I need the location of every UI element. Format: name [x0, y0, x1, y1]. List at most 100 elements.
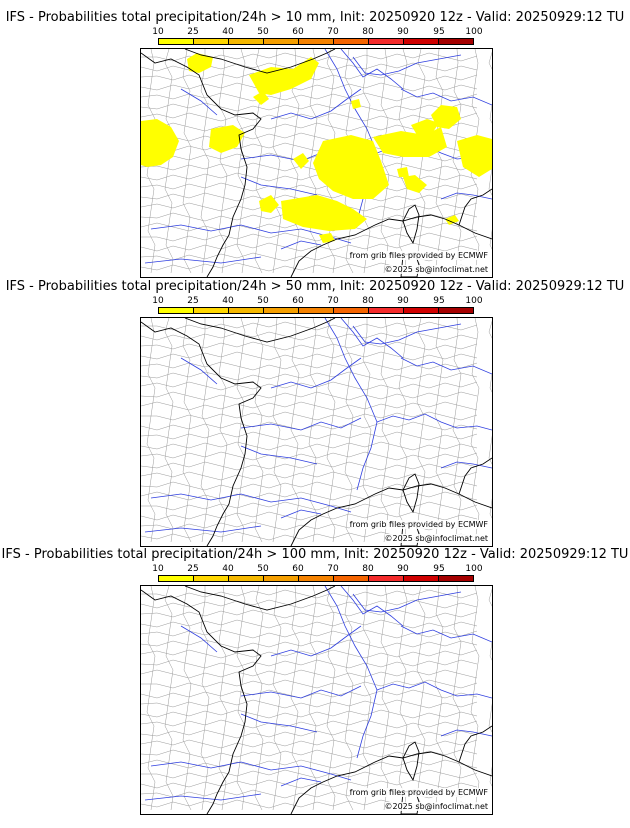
colorbar-segment	[159, 308, 194, 313]
colorbar-tick-label: 100	[465, 296, 483, 306]
precipitation-area	[403, 175, 427, 193]
coastline	[141, 589, 262, 814]
river-line	[280, 240, 322, 250]
admin-border-line	[290, 318, 300, 543]
river-line	[340, 586, 404, 627]
colorbar-segment	[194, 576, 229, 581]
admin-border-line	[470, 586, 480, 811]
colorbar-tick-label: 90	[397, 296, 409, 306]
admin-border-line	[488, 320, 492, 519]
colorbar-tick-label: 25	[187, 564, 199, 574]
admin-border-line	[434, 318, 444, 543]
admin-border-line	[141, 341, 478, 351]
coastline	[184, 318, 336, 343]
colorbar-segment	[439, 308, 473, 313]
colorbar-ticks: 10 25 40 50 60 70 80 90 95 100	[152, 27, 482, 37]
precipitation-area	[187, 53, 213, 73]
admin-border-line	[141, 451, 478, 461]
admin-border-line	[164, 49, 174, 274]
colorbar-segment	[264, 308, 299, 313]
map-area[interactable]: from grib files provided by ECMWF ©2025 …	[140, 48, 493, 278]
panel-title: IFS - Probabilities total precipitation/…	[5, 10, 625, 25]
admin-border-line	[200, 49, 210, 274]
rivers-layer	[144, 586, 492, 801]
river-line	[400, 625, 492, 643]
admin-border-line	[141, 719, 478, 729]
admin-border-line	[254, 586, 264, 811]
river-line	[144, 793, 262, 801]
precipitation-area	[319, 233, 335, 243]
admin-border-line	[344, 586, 354, 811]
colorbar-tick-label: 10	[152, 27, 164, 37]
admin-border-line	[141, 461, 478, 471]
admin-border-line	[141, 629, 478, 639]
colorbar-segment	[404, 576, 439, 581]
credit-source: from grib files provided by ECMWF	[349, 520, 488, 529]
colorbar-segment	[194, 39, 229, 44]
precipitation-area	[281, 195, 367, 231]
admin-border-line	[141, 679, 478, 689]
admin-border-line	[141, 112, 478, 122]
credit-copyright: ©2025 sb@infoclimat.net	[384, 265, 488, 274]
coastline	[184, 586, 336, 611]
admin-border-line	[141, 182, 478, 192]
precipitation-area	[253, 91, 269, 105]
admin-border-line	[141, 589, 478, 599]
admin-border-line	[141, 371, 478, 381]
river-line	[352, 323, 462, 345]
coastline	[458, 457, 492, 495]
admin-border-line	[141, 749, 478, 759]
river-line	[324, 586, 378, 759]
map-area[interactable]: from grib files provided by ECMWF ©2025 …	[140, 317, 493, 547]
corsica-coast	[402, 741, 420, 782]
colorbar-segment	[334, 308, 369, 313]
colorbar-tick-label: 80	[362, 564, 374, 574]
admin-border-line	[141, 431, 478, 441]
precipitation-area	[249, 57, 319, 95]
admin-border-line	[141, 501, 478, 511]
colorbar-tick-label: 90	[397, 564, 409, 574]
admin-border-line	[380, 49, 390, 274]
admin-border-line	[470, 318, 480, 543]
admin-border-line	[141, 609, 478, 619]
rivers-layer	[144, 318, 492, 533]
colorbar-tick-label: 60	[292, 564, 304, 574]
colorbar-segment	[194, 308, 229, 313]
admin-border-line	[182, 586, 192, 811]
precipitation-area	[313, 135, 389, 199]
river-line	[240, 445, 318, 465]
colorbar-segment	[369, 308, 404, 313]
admin-border-line	[380, 586, 390, 811]
admin-border-line	[398, 318, 408, 543]
admin-border-line	[200, 318, 210, 543]
probability-colorbar: 10 25 40 50 60 70 80 90 95 100	[152, 296, 483, 318]
coastline	[290, 751, 492, 814]
admin-border-line	[141, 361, 478, 371]
colorbar-segment	[299, 576, 334, 581]
colorbar-segment	[264, 39, 299, 44]
colorbar-ticks: 10 25 40 50 60 70 80 90 95 100	[152, 296, 482, 306]
river-line	[144, 525, 262, 533]
colorbar-segment	[299, 308, 334, 313]
colorbar-tick-label: 10	[152, 296, 164, 306]
river-line	[280, 777, 322, 787]
admin-border-line	[416, 318, 426, 543]
colorbar-tick-label: 40	[222, 27, 234, 37]
admin-border-line	[236, 586, 246, 811]
colorbar-segment	[439, 576, 473, 581]
colorbar-bar	[158, 307, 474, 314]
colorbar-segment	[369, 39, 404, 44]
admin-border-line	[141, 669, 478, 679]
coastline	[141, 321, 262, 546]
admin-borders-layer	[141, 318, 492, 543]
colorbar-tick-label: 10	[152, 564, 164, 574]
river-line	[400, 357, 492, 375]
river-line	[180, 88, 218, 116]
colorbar-segment	[299, 39, 334, 44]
admin-border-line	[141, 82, 478, 92]
river-line	[280, 509, 322, 519]
admin-border-line	[308, 318, 318, 543]
map-panel-3: IFS - Probabilities total precipitation/…	[0, 547, 630, 815]
map-area[interactable]: from grib files provided by ECMWF ©2025 …	[140, 585, 493, 815]
admin-border-line	[141, 391, 478, 401]
